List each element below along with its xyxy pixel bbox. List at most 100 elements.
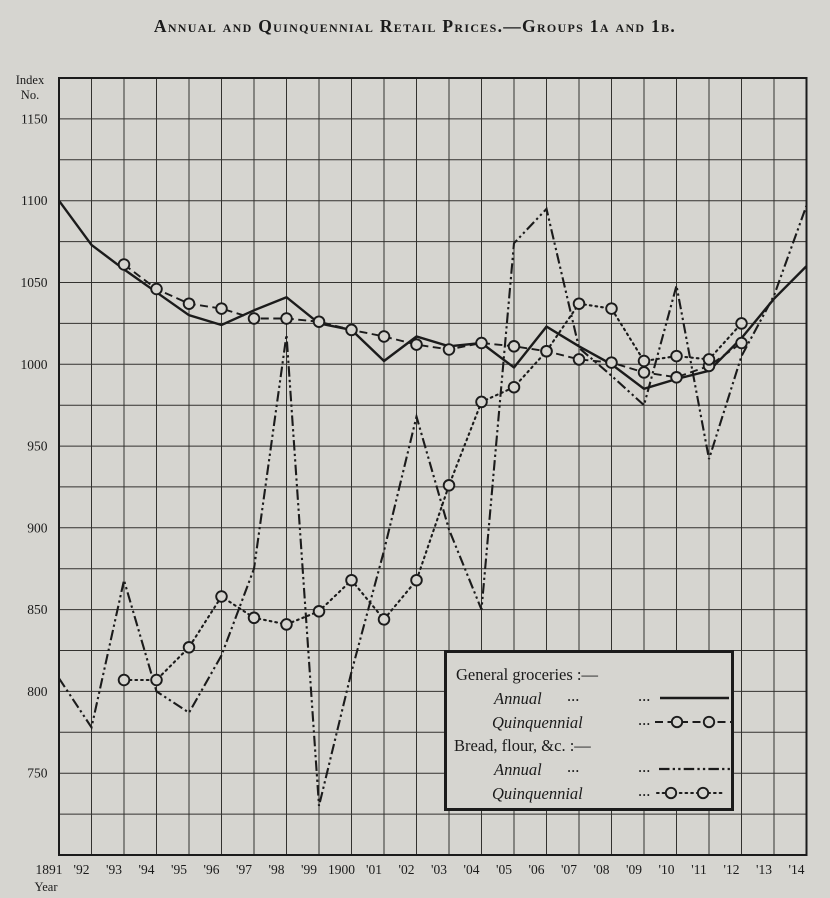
legend-label-bread-quinquennial: Quinquennial xyxy=(492,784,583,803)
data-point-marker xyxy=(182,297,196,310)
y-axis-title: Index xyxy=(16,73,45,87)
x-tick-label: '10 xyxy=(659,862,675,877)
x-tick-label: '96 xyxy=(204,862,220,877)
data-point-marker xyxy=(377,330,391,343)
data-point-marker xyxy=(670,349,683,363)
data-point-marker xyxy=(312,605,326,618)
data-point-marker xyxy=(247,312,261,325)
data-point-marker xyxy=(735,336,748,350)
data-point-marker xyxy=(442,343,456,356)
data-point-marker xyxy=(540,344,553,358)
data-point-marker xyxy=(280,618,293,631)
x-tick-label: 1891 xyxy=(36,862,63,877)
y-tick-label: 800 xyxy=(27,684,48,699)
x-tick-label: '09 xyxy=(626,862,642,877)
x-axis-tick-labels: 1891 '92 '93 '94 '95 '96 '97 '98 '99 1900 '01 '02 '0… xyxy=(36,862,805,877)
legend-sample-dash-dot-dot-line xyxy=(659,767,731,771)
chart-title: Annual and Quinquennial Retail Prices.—G… xyxy=(153,16,677,36)
data-point-marker xyxy=(507,380,521,394)
x-tick-label: '98 xyxy=(269,862,285,877)
leader-dots: ... xyxy=(638,686,651,705)
leader-dots: ... xyxy=(638,710,651,729)
legend-label-gg-annual: Annual xyxy=(494,689,542,708)
y-axis-tick-labels: 1150 1100 1050 1000 950 900 850 800 750 xyxy=(21,111,48,780)
y-tick-label: 1000 xyxy=(21,357,48,372)
legend-box: General groceries :— Annual ... ... Quin… xyxy=(444,650,734,811)
data-point-marker xyxy=(637,354,651,368)
x-tick-label: '05 xyxy=(496,862,512,877)
data-point-marker xyxy=(345,323,358,337)
data-point-marker xyxy=(637,366,651,379)
data-point-marker xyxy=(670,371,683,384)
data-point-marker xyxy=(507,340,521,353)
y-axis-title-line2: No. xyxy=(21,88,39,102)
y-tick-label: 1150 xyxy=(21,111,48,126)
data-point-marker xyxy=(605,302,618,315)
x-tick-label: '13 xyxy=(756,862,772,877)
x-tick-label: '14 xyxy=(789,862,805,877)
y-tick-label: 950 xyxy=(27,439,48,454)
series-line-bread_quinquennial xyxy=(122,302,743,682)
data-point-marker xyxy=(117,673,131,687)
x-tick-label: '01 xyxy=(366,862,382,877)
x-tick-label: '97 xyxy=(236,862,252,877)
leader-dots: ... xyxy=(567,757,580,776)
x-tick-label: '04 xyxy=(464,862,480,877)
series-markers xyxy=(117,258,748,687)
legend-sample-dash-circle-line xyxy=(655,715,731,729)
data-point-marker xyxy=(215,302,228,315)
data-point-marker xyxy=(150,673,163,687)
legend-label-bread-annual: Annual xyxy=(494,760,542,779)
data-point-marker xyxy=(572,353,586,366)
x-tick-label: 1900 xyxy=(328,862,355,877)
x-tick-label: '12 xyxy=(724,862,740,877)
legend-sample-solid-line xyxy=(660,696,729,700)
legend-group-bread-flour: Bread, flour, &c. :— xyxy=(454,736,591,755)
data-point-marker xyxy=(410,573,423,587)
x-tick-label: '03 xyxy=(431,862,447,877)
data-point-marker xyxy=(410,338,423,351)
data-point-marker xyxy=(605,356,618,369)
x-tick-label: '95 xyxy=(171,862,187,877)
y-tick-label: 1050 xyxy=(21,275,48,290)
data-point-marker xyxy=(475,336,488,350)
grid xyxy=(58,77,807,856)
leader-dots: ... xyxy=(567,686,580,705)
data-point-marker xyxy=(182,641,196,654)
data-point-marker xyxy=(702,353,716,366)
x-tick-label: '92 xyxy=(74,862,90,877)
data-point-marker xyxy=(442,479,456,492)
x-tick-label: '93 xyxy=(106,862,122,877)
y-tick-label: 850 xyxy=(27,602,48,617)
x-tick-label: '94 xyxy=(139,862,155,877)
x-axis-title: Year xyxy=(34,880,58,894)
y-tick-label: 750 xyxy=(27,766,48,781)
data-point-marker xyxy=(377,613,391,626)
data-point-marker xyxy=(735,317,748,330)
legend-sample-dot-circle-line xyxy=(655,786,727,800)
data-point-marker xyxy=(475,395,488,409)
x-tick-label: '99 xyxy=(301,862,317,877)
markers-bread_quinquennial xyxy=(117,297,748,687)
data-point-marker xyxy=(572,297,586,310)
leader-dots: ... xyxy=(638,757,651,776)
data-point-marker xyxy=(345,573,358,587)
data-point-marker xyxy=(150,282,163,296)
x-tick-label: '07 xyxy=(561,862,577,877)
leader-dots: ... xyxy=(638,781,651,800)
series-line-bread_annual xyxy=(58,205,808,807)
data-point-marker xyxy=(280,312,293,325)
x-tick-label: '08 xyxy=(594,862,610,877)
data-point-marker xyxy=(247,611,261,625)
legend-label-gg-quinquennial: Quinquennial xyxy=(492,713,583,732)
x-tick-label: '06 xyxy=(529,862,545,877)
plot-frame xyxy=(58,77,808,856)
y-tick-label: 1100 xyxy=(21,193,48,208)
data-point-marker xyxy=(215,590,228,603)
y-tick-label: 900 xyxy=(27,520,48,535)
data-point-marker xyxy=(312,315,326,328)
x-tick-label: '11 xyxy=(691,862,706,877)
